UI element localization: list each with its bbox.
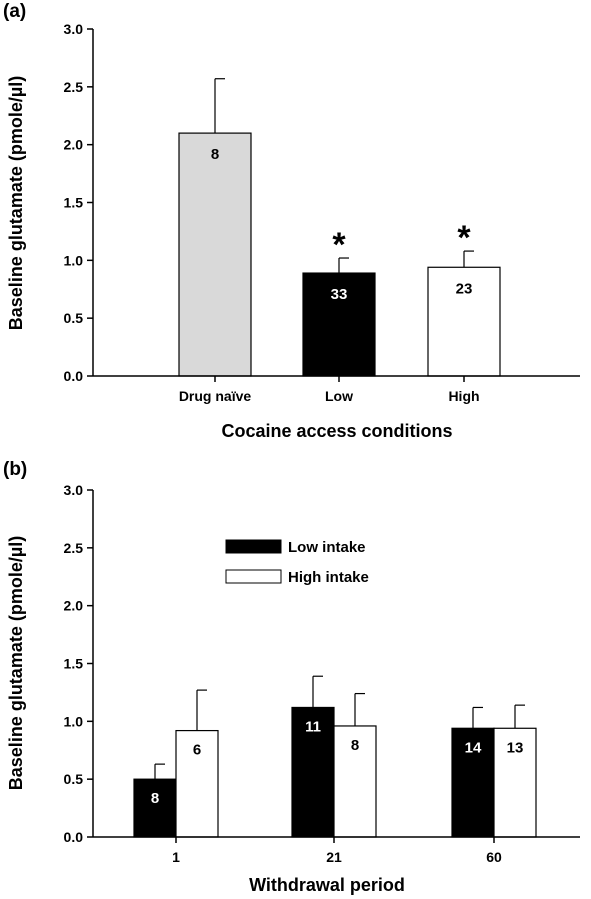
panel-b-n-label: 11 xyxy=(305,718,321,735)
panel-a-y-tick-label: 2.5 xyxy=(64,79,84,95)
panel-b-x-ticks: 1 21 60 xyxy=(172,837,502,865)
panel-b-y-tick-label: 1.5 xyxy=(64,656,84,672)
panel-a-y-tick-label: 1.0 xyxy=(64,252,84,268)
panel-a-xlabel: Cocaine access conditions xyxy=(221,421,452,441)
panel-a-label: (a) xyxy=(3,1,26,22)
panel-a-significance-marker: * xyxy=(332,226,346,264)
panel-b-y-tick-label: 0.0 xyxy=(64,829,84,845)
panel-a-x-ticks: Drug naïve Low High xyxy=(179,376,480,404)
panel-b-ylabel: Baseline glutamate (pmole/µl) xyxy=(6,536,26,790)
panel-b-y-ticks: 0.0 0.5 1.0 1.5 2.0 2.5 3.0 xyxy=(64,482,93,845)
panel-b-x-tick-label: 21 xyxy=(326,849,342,865)
panel-b-xlabel: Withdrawal period xyxy=(249,875,405,895)
legend-label-low-intake: Low intake xyxy=(288,539,366,556)
panel-a-x-tick-label: Drug naïve xyxy=(179,388,252,404)
panel-a-n-label: 33 xyxy=(331,286,348,303)
panel-b-n-label: 8 xyxy=(151,790,159,807)
panel-a: (a) Baseline glutamate (pmole/µl) Cocain… xyxy=(3,1,580,441)
panel-b-y-tick-label: 2.0 xyxy=(64,598,84,614)
panel-a-y-ticks: 0.0 0.5 1.0 1.5 2.0 2.5 3.0 xyxy=(64,21,93,384)
panel-b-bar xyxy=(451,727,495,838)
panel-a-y-tick-label: 1.5 xyxy=(64,195,84,211)
panel-b-n-label: 6 xyxy=(193,742,201,759)
panel-b-bars: 8 6 11 8 14 13 xyxy=(133,675,537,838)
panel-a-y-tick-label: 0.5 xyxy=(64,310,84,326)
panel-b-x-tick-label: 60 xyxy=(486,849,502,865)
panel-b-n-label: 13 xyxy=(507,739,524,756)
legend-swatch-high-intake xyxy=(225,569,282,584)
legend-label-high-intake: High intake xyxy=(288,569,369,586)
panel-b-label: (b) xyxy=(3,459,27,480)
panel-b-y-tick-label: 0.5 xyxy=(64,771,84,787)
panel-a-n-label: 8 xyxy=(211,146,219,163)
panel-a-x-tick-label: Low xyxy=(325,388,353,404)
panel-a-bar xyxy=(178,132,252,377)
panel-a-x-tick-label: High xyxy=(448,388,479,404)
panel-b-legend: Low intake High intake xyxy=(225,539,369,586)
legend-swatch-low-intake xyxy=(225,539,282,554)
panel-a-y-tick-label: 0.0 xyxy=(64,368,84,384)
panel-a-y-tick-label: 2.0 xyxy=(64,137,84,153)
panel-b-y-tick-label: 2.5 xyxy=(64,540,84,556)
panel-b-n-label: 14 xyxy=(465,739,482,756)
panel-b-bar xyxy=(133,778,177,838)
panel-b-n-label: 8 xyxy=(351,737,359,754)
panel-b-y-tick-label: 1.0 xyxy=(64,713,84,729)
panel-a-n-label: 23 xyxy=(456,280,473,297)
panel-b-y-tick-label: 3.0 xyxy=(64,482,84,498)
panel-b: (b) Baseline glutamate (pmole/µl) Withdr… xyxy=(3,459,580,895)
panel-a-bars: 8 33 * 23 * xyxy=(178,78,501,377)
panel-a-significance-marker: * xyxy=(457,219,471,257)
panel-a-ylabel: Baseline glutamate (pmole/µl) xyxy=(6,76,26,330)
panel-a-y-tick-label: 3.0 xyxy=(64,21,84,37)
panel-a-bar xyxy=(302,272,376,377)
panel-b-x-tick-label: 1 xyxy=(172,849,180,865)
